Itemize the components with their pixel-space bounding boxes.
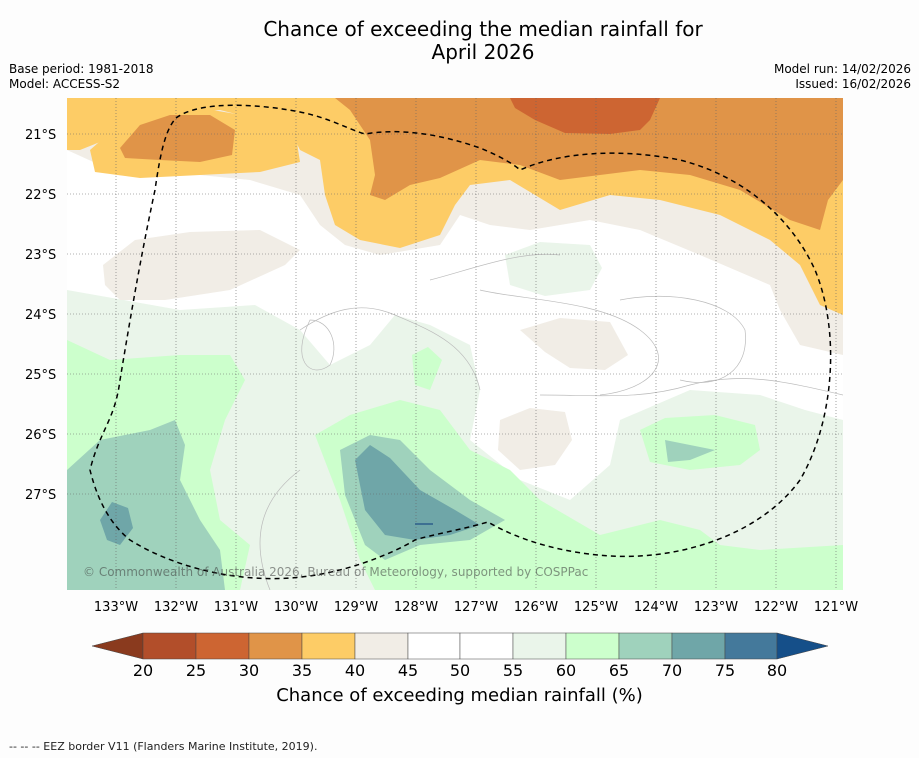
colorbar-segment xyxy=(459,632,514,660)
map-title: Chance of exceeding the median rainfall … xyxy=(0,18,919,64)
colorbar-tick: 65 xyxy=(609,661,629,680)
contour-line-4 xyxy=(259,469,301,590)
lon-label: 129°W xyxy=(334,600,378,615)
copyright-watermark: © Commonwealth of Australia 2026, Bureau… xyxy=(83,565,589,579)
colorbar-extend-high xyxy=(776,632,829,660)
colorbar-tick: 50 xyxy=(450,661,470,680)
meta-right: Model run: 14/02/2026 Issued: 16/02/2026 xyxy=(774,62,911,92)
base-period: Base period: 1981-2018 xyxy=(9,62,154,76)
colorbar-tick: 75 xyxy=(715,661,735,680)
colorbar-segment xyxy=(724,632,778,660)
lon-label: 133°W xyxy=(94,600,138,615)
colorbar-ticks: 20 25 30 35 40 45 50 55 60 65 70 75 80 xyxy=(133,661,787,680)
lon-label: 125°W xyxy=(574,600,618,615)
lon-label: 124°W xyxy=(634,600,678,615)
colorbar-label: Chance of exceeding median rainfall (%) xyxy=(276,685,643,706)
colorbar xyxy=(91,632,829,660)
contour-line-7 xyxy=(429,253,561,281)
contour-65-70-west xyxy=(67,420,225,590)
contour-65-70-east xyxy=(665,440,715,462)
colorbar-segment xyxy=(301,632,356,660)
lat-label: 21°S xyxy=(25,128,56,143)
lat-label: 25°S xyxy=(25,368,56,383)
lat-label: 22°S xyxy=(25,188,56,203)
lon-label: 130°W xyxy=(274,600,318,615)
contour-60-65-small xyxy=(412,347,442,390)
colorbar-segment xyxy=(354,632,409,660)
colorbar-tick: 40 xyxy=(345,661,365,680)
colorbar-tick: 80 xyxy=(767,661,787,680)
issued-date: Issued: 16/02/2026 xyxy=(795,77,911,91)
lat-label: 27°S xyxy=(25,488,56,503)
lon-label: 128°W xyxy=(394,600,438,615)
colorbar-segment xyxy=(248,632,303,660)
lon-labels: 133°W 132°W 131°W 130°W 129°W 128°W 127°… xyxy=(94,600,858,615)
title-line-1: Chance of exceeding the median rainfall … xyxy=(263,17,703,41)
lon-label: 126°W xyxy=(514,600,558,615)
colorbar-tick: 60 xyxy=(556,661,576,680)
contour-40-45-blob-a xyxy=(103,230,300,300)
contour-line-2 xyxy=(479,289,659,396)
colorbar-segment xyxy=(142,632,197,660)
lon-label: 123°W xyxy=(694,600,738,615)
colorbar-tick: 25 xyxy=(186,661,206,680)
lat-label: 23°S xyxy=(25,248,56,263)
contour-60-65-east xyxy=(640,415,760,470)
colorbar-tick: 55 xyxy=(503,661,523,680)
contour-40-45-blob-c xyxy=(498,408,572,470)
contour-30-35-west xyxy=(120,115,235,162)
colorbar-segment xyxy=(407,632,461,660)
lon-label: 121°W xyxy=(814,600,858,615)
colorbar-segment xyxy=(512,632,567,660)
lat-label: 26°S xyxy=(25,428,56,443)
lon-label: 131°W xyxy=(214,600,258,615)
colorbar-extend-low xyxy=(91,632,144,660)
contour-line-3 xyxy=(539,378,843,397)
colorbar-tick: 35 xyxy=(292,661,312,680)
lat-labels: 21°S 22°S 23°S 24°S 25°S 26°S 27°S xyxy=(25,128,56,503)
colorbar-tick: 45 xyxy=(398,661,418,680)
contour-70-75-centre xyxy=(355,445,480,540)
contour-line-6 xyxy=(619,295,746,383)
colorbar-segment xyxy=(671,632,726,660)
colorbar-tick: 30 xyxy=(239,661,259,680)
title-line-2: April 2026 xyxy=(431,40,535,64)
lon-label: 127°W xyxy=(454,600,498,615)
lat-label: 24°S xyxy=(25,308,56,323)
contour-line-5 xyxy=(301,319,335,371)
eez-border xyxy=(89,104,832,580)
colorbar-segment xyxy=(565,632,620,660)
colorbar-segment xyxy=(618,632,673,660)
rainfall-map xyxy=(67,98,843,590)
colorbar-tick: 20 xyxy=(133,661,153,680)
contour-70-75-west xyxy=(100,502,133,545)
model-name: Model: ACCESS-S2 xyxy=(9,77,121,91)
eez-legend: -- -- -- EEZ border V11 (Flanders Marine… xyxy=(9,740,318,753)
lon-label: 132°W xyxy=(154,600,198,615)
colorbar-segment xyxy=(195,632,250,660)
lon-label: 122°W xyxy=(754,600,798,615)
contour-line-1 xyxy=(299,307,481,391)
colorbar-tick: 70 xyxy=(662,661,682,680)
contour-60-65-north xyxy=(505,242,602,296)
model-run-date: Model run: 14/02/2026 xyxy=(773,62,911,76)
contour-40-45-blob-b xyxy=(520,318,628,370)
contour-lines xyxy=(259,253,843,590)
meta-left: Base period: 1981-2018 Model: ACCESS-S2 xyxy=(9,62,154,92)
contour-25-30 xyxy=(510,98,660,134)
graticule xyxy=(67,98,843,590)
